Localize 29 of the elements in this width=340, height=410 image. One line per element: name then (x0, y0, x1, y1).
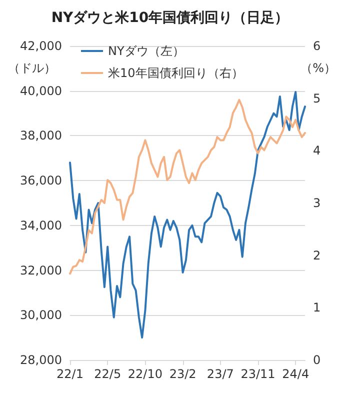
chart-title: NYダウと米10年国債利回り（日足） (51, 10, 289, 26)
y2-axis-title: （%） (300, 61, 336, 75)
x-tick-label: 23/7 (206, 367, 234, 381)
y-tick-label: 28,000 (20, 353, 62, 367)
y2-tick-label: 4 (313, 144, 321, 158)
line-series (69, 98, 306, 275)
y-tick-label: 32,000 (20, 263, 62, 278)
y-tick-label: 42,000 (20, 39, 62, 53)
x-tick-label: 22/5 (94, 367, 122, 381)
line-series (69, 90, 306, 339)
y-tick-label: 30,000 (20, 308, 62, 322)
y2-tick-label: 5 (313, 91, 321, 106)
y-tick-label: 40,000 (20, 84, 62, 98)
y2-tick-label: 6 (313, 39, 321, 53)
x-tick-label: 23/2 (169, 367, 196, 381)
y2-tick-label: 1 (313, 300, 321, 315)
legend-label: 米10年国債利回り（右） (108, 66, 244, 80)
x-tick-label: 24/4 (282, 367, 310, 381)
y-axis-title: （ドル） (8, 61, 56, 75)
x-tick-label: 23/11 (240, 367, 276, 381)
y2-tick-label: 0 (313, 353, 321, 367)
x-tick-label: 22/1 (56, 367, 84, 381)
x-tick-label: 22/10 (128, 367, 162, 381)
legend-label: NYダウ（左） (108, 44, 184, 58)
y-tick-label: 38,000 (20, 128, 62, 143)
y2-tick-label: 2 (313, 248, 321, 262)
y2-tick-label: 3 (313, 196, 321, 210)
y-tick-label: 36,000 (20, 174, 62, 188)
y-tick-label: 34,000 (20, 218, 62, 232)
